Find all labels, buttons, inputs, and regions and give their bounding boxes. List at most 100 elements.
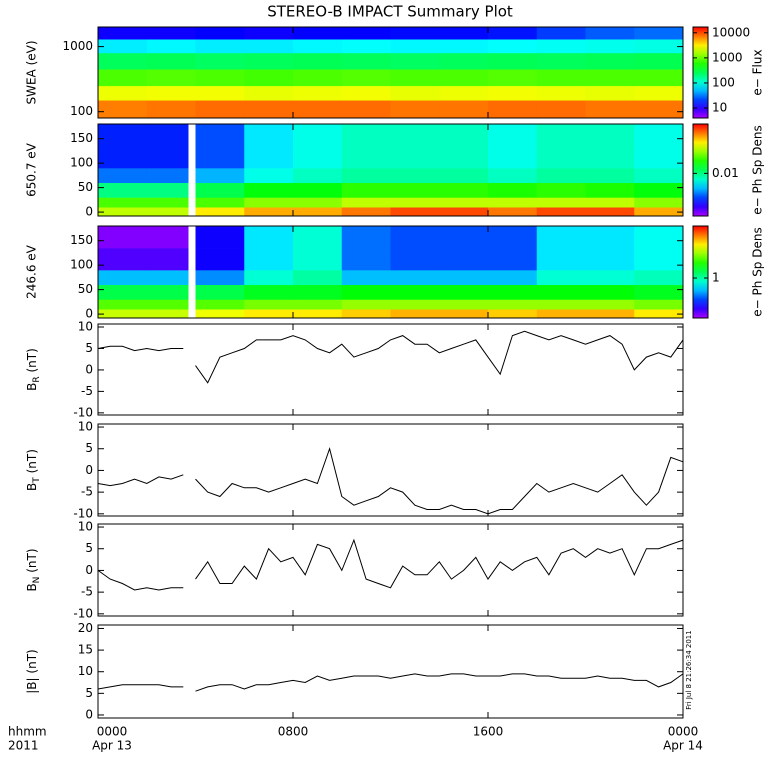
- heatmap-cell: [439, 270, 489, 286]
- heatmap-cell: [146, 39, 196, 54]
- heatmap-cell: [390, 182, 440, 198]
- y-tick-label: -5: [81, 384, 93, 398]
- heatmap-cell: [634, 309, 684, 319]
- colorbar: [692, 26, 709, 119]
- heatmap-cell: [390, 85, 440, 101]
- heatmap-cell: [341, 52, 391, 70]
- heatmap-cell: [98, 197, 148, 208]
- heatmap-cell: [244, 226, 294, 249]
- heatmap-cell: [341, 124, 391, 147]
- heatmap-cell: [390, 309, 440, 319]
- panel-frame: [97, 523, 684, 617]
- heatmap-cell: [293, 146, 343, 169]
- heatmap-cell: [390, 284, 440, 300]
- heatmap-cell: [195, 299, 245, 310]
- heatmap-cell: [341, 309, 391, 319]
- heatmap-cell: [244, 52, 294, 70]
- heatmap-cell: [390, 69, 440, 87]
- heatmap-cell: [195, 52, 245, 70]
- y-tick-label: 5: [85, 441, 93, 455]
- heatmap-cell: [98, 146, 148, 169]
- heatmap-cell: [536, 248, 586, 271]
- y-axis-label-base: |B|: [25, 677, 39, 693]
- heatmap-cell: [585, 284, 635, 300]
- heatmap-cell: [536, 207, 586, 217]
- x-tick-date: Apr 13: [92, 739, 132, 753]
- heatmap-cell: [585, 197, 635, 208]
- heatmap-cell: [439, 248, 489, 271]
- heatmap-cell: [244, 182, 294, 198]
- heatmap-cell: [585, 100, 635, 119]
- x-tick-label: 0000: [97, 725, 128, 739]
- y-tick-label: 0: [85, 307, 93, 321]
- heatmap-cell: [439, 52, 489, 70]
- heatmap-cell: [634, 284, 684, 300]
- y-tick-label: 10: [78, 420, 93, 434]
- heatmap-cell: [341, 182, 391, 198]
- y-axis-label: BR (nT): [25, 348, 42, 391]
- heatmap-cell: [195, 39, 245, 54]
- heatmap-cell: [98, 207, 148, 217]
- heatmap-cell: [195, 85, 245, 101]
- heatmap-cell: [536, 100, 586, 119]
- trace: [97, 330, 684, 384]
- heatmap-cell: [585, 226, 635, 249]
- colorbar-label: e− Ph Sp Dens: [751, 125, 765, 214]
- heatmap-cell: [195, 27, 245, 40]
- y-axis-label-unit: (nT): [25, 449, 39, 477]
- trace: [97, 673, 684, 692]
- heatmap-cell: [244, 284, 294, 300]
- heatmap-cell: [634, 197, 684, 208]
- heatmap-cell: [536, 52, 586, 70]
- heatmap-cell: [634, 124, 684, 147]
- panel-frame: [97, 624, 684, 719]
- heatmap-cell: [293, 309, 343, 319]
- y-tick-label: 10: [78, 320, 93, 334]
- heatmap-cell: [98, 182, 148, 198]
- heatmap-cell: [439, 124, 489, 147]
- colorbar-tick-label: 10: [712, 101, 727, 115]
- heatmap-cell: [146, 270, 189, 286]
- y-tick-label: 20: [78, 621, 93, 635]
- heatmap-cell: [293, 299, 343, 310]
- heatmap-cell: [146, 124, 189, 147]
- heatmap-cell: [439, 309, 489, 319]
- heatmap-cell: [244, 100, 294, 119]
- heatmap-cell: [293, 85, 343, 101]
- heatmap-cell: [439, 299, 489, 310]
- y-axis-label: 650.7 eV: [25, 142, 39, 197]
- heatmap-cell: [439, 207, 489, 217]
- heatmap-cell: [341, 85, 391, 101]
- heatmap-cell: [439, 284, 489, 300]
- y-tick-label: 100: [70, 258, 93, 272]
- heatmap-cell: [98, 69, 148, 87]
- heatmap-cell: [634, 168, 684, 184]
- colorbar-tick-label: 0.01: [712, 166, 739, 180]
- colorbar-label: e− Flux: [751, 49, 765, 95]
- heatmap-cell: [536, 270, 586, 286]
- heatmap-cell: [488, 299, 538, 310]
- heatmap-cell: [195, 207, 245, 217]
- heatmap-cell: [634, 100, 684, 119]
- heatmap-cell: [488, 146, 538, 169]
- y-axis-label: SWEA (eV): [25, 40, 39, 104]
- x-axis-label: 2011: [8, 739, 39, 753]
- heatmap-cell: [98, 226, 148, 249]
- heatmap-cell: [98, 248, 148, 271]
- heatmap-cell: [585, 248, 635, 271]
- y-axis-label-base: B: [25, 583, 39, 591]
- y-tick-label: 0: [85, 205, 93, 219]
- heatmap-cell: [536, 197, 586, 208]
- heatmap-cell: [536, 299, 586, 310]
- heatmap-cell: [390, 270, 440, 286]
- y-tick-label: -10: [73, 606, 93, 620]
- colorbar-tick-label: 10000: [712, 25, 750, 39]
- heatmap-cell: [439, 39, 489, 54]
- heatmap-cell: [634, 270, 684, 286]
- heatmap-cell: [536, 39, 586, 54]
- heatmap-cell: [98, 39, 148, 54]
- y-tick-label: 100: [70, 104, 93, 118]
- x-tick-label: 1600: [473, 725, 504, 739]
- heatmap-cell: [390, 207, 440, 217]
